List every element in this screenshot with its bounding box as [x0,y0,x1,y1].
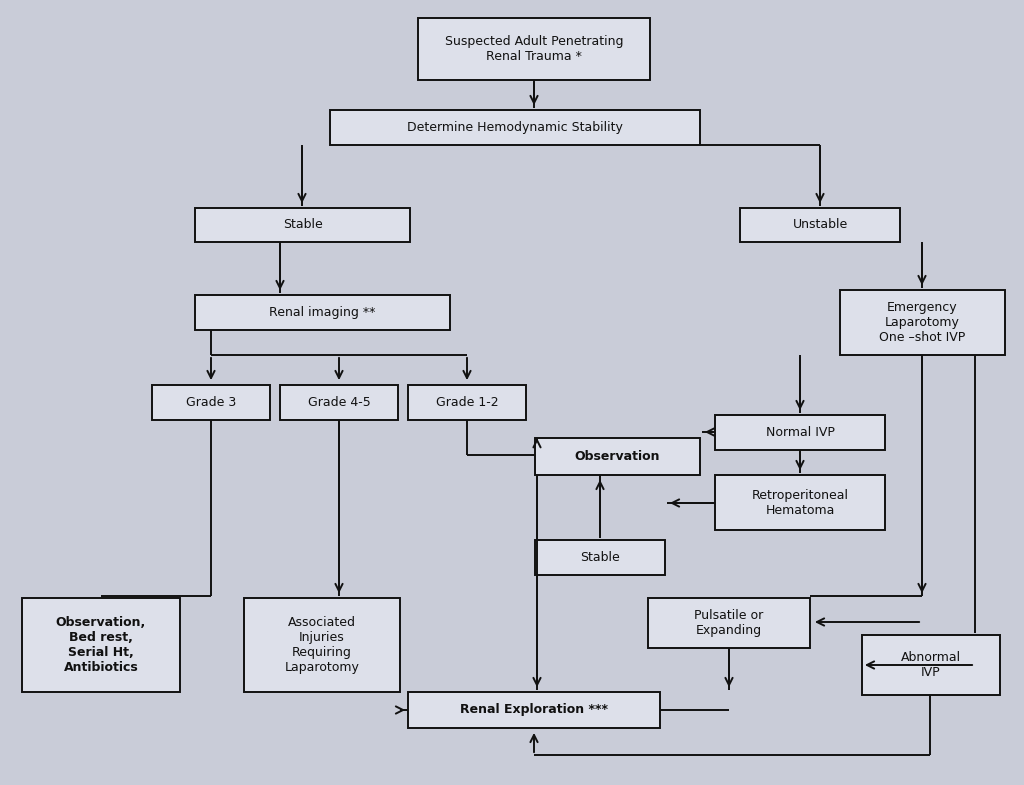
Bar [715,475,885,530]
Bar [535,438,700,475]
Text: Stable: Stable [283,218,323,232]
Text: Pulsatile or
Expanding: Pulsatile or Expanding [694,609,764,637]
Text: Normal IVP: Normal IVP [766,426,835,439]
Bar [418,18,650,80]
Text: Grade 1-2: Grade 1-2 [435,396,499,409]
Bar [280,385,398,420]
Text: Observation: Observation [574,450,660,463]
Bar [244,598,400,692]
Text: Grade 4-5: Grade 4-5 [307,396,371,409]
Bar [330,110,700,145]
Text: Observation,
Bed rest,
Serial Ht,
Antibiotics: Observation, Bed rest, Serial Ht, Antibi… [56,616,146,674]
Text: Suspected Adult Penetrating
Renal Trauma *: Suspected Adult Penetrating Renal Trauma… [444,35,624,63]
Text: Determine Hemodynamic Stability: Determine Hemodynamic Stability [408,121,623,134]
Text: Renal imaging **: Renal imaging ** [269,306,376,319]
Bar [535,540,665,575]
Text: Grade 3: Grade 3 [186,396,237,409]
Bar [408,692,660,728]
Bar [648,598,810,648]
Text: Unstable: Unstable [793,218,848,232]
Text: Emergency
Laparotomy
One –shot IVP: Emergency Laparotomy One –shot IVP [880,301,966,344]
Bar [408,385,526,420]
Text: Abnormal
IVP: Abnormal IVP [901,651,962,679]
Bar [195,208,410,242]
Bar [840,290,1005,355]
Text: Associated
Injuries
Requiring
Laparotomy: Associated Injuries Requiring Laparotomy [285,616,359,674]
Bar [152,385,270,420]
Bar [715,415,885,450]
Bar [862,635,1000,695]
Bar [740,208,900,242]
Bar [22,598,180,692]
Bar [195,295,450,330]
Text: Stable: Stable [581,551,620,564]
Text: Retroperitoneal
Hematoma: Retroperitoneal Hematoma [752,488,849,517]
Text: Renal Exploration ***: Renal Exploration *** [460,703,608,717]
